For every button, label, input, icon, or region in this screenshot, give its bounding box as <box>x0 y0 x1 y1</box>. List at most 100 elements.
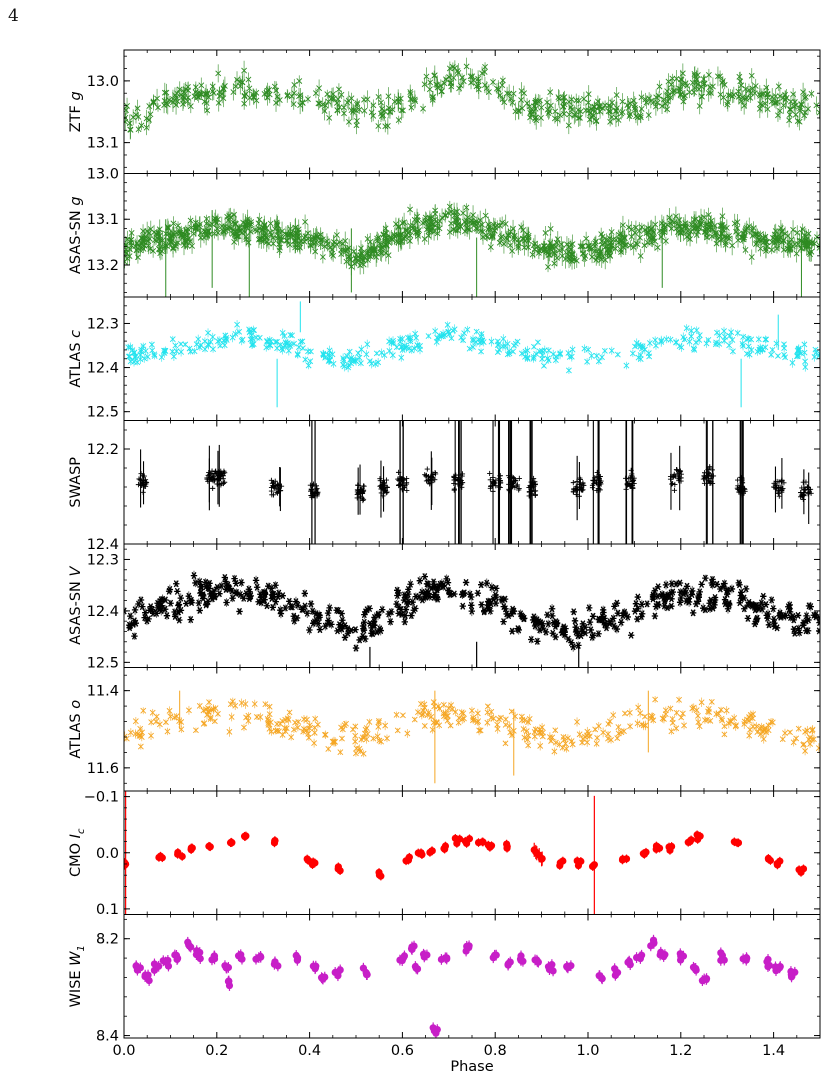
data-point <box>541 362 547 369</box>
data-point <box>155 104 161 111</box>
data-point <box>708 224 714 231</box>
data-point <box>143 124 150 131</box>
data-point <box>510 480 516 486</box>
data-point <box>408 347 415 354</box>
data-point <box>618 249 624 255</box>
data-point <box>142 233 149 240</box>
data-point <box>406 228 413 235</box>
data-point <box>518 88 525 94</box>
y-axis-label: ASAS-SN g <box>68 196 84 274</box>
data-point <box>630 477 637 483</box>
data-point <box>518 97 525 103</box>
data-point <box>411 216 418 223</box>
data-point <box>191 93 198 100</box>
data-point <box>481 69 488 75</box>
data-point <box>552 243 559 250</box>
data-point <box>730 348 736 355</box>
data-point <box>675 229 681 235</box>
data-point <box>802 109 808 116</box>
data-point <box>758 599 765 607</box>
data-point <box>487 477 493 483</box>
data-point <box>267 342 274 349</box>
data-point <box>634 114 641 121</box>
data-point <box>773 484 779 490</box>
data-point <box>178 232 185 238</box>
data-point <box>425 333 432 339</box>
data-point <box>798 489 804 496</box>
data-point <box>236 328 243 335</box>
data-point <box>392 221 399 227</box>
data-point <box>354 487 361 493</box>
data-point <box>470 219 477 226</box>
data-point <box>192 579 199 587</box>
data-point <box>762 336 769 343</box>
data-point <box>706 478 712 484</box>
data-point <box>625 224 632 231</box>
data-point <box>586 243 592 249</box>
data-point <box>348 95 355 102</box>
data-point <box>798 350 805 357</box>
data-point <box>354 100 361 107</box>
data-point <box>520 227 527 234</box>
data-point <box>453 472 459 478</box>
data-point <box>627 475 634 481</box>
data-point <box>495 86 502 93</box>
data-point <box>545 252 552 258</box>
y-axis-label: SWASP <box>68 457 84 508</box>
data-point <box>536 97 543 104</box>
data-point <box>529 491 535 497</box>
data-point <box>787 246 794 253</box>
data-point <box>802 364 809 371</box>
data-point <box>786 111 793 118</box>
data-point <box>588 106 595 112</box>
data-point <box>775 353 781 359</box>
data-point <box>254 227 261 234</box>
data-point <box>320 352 327 359</box>
data-point <box>670 480 676 487</box>
data-point <box>522 348 529 355</box>
data-point <box>315 489 321 495</box>
data-point <box>552 108 559 115</box>
data-point <box>289 231 296 238</box>
data-point <box>633 340 640 346</box>
data-point <box>329 351 336 358</box>
y-tick-label: 13.1 <box>87 136 119 152</box>
data-point <box>701 214 708 221</box>
data-point <box>591 481 597 487</box>
data-point <box>463 217 470 224</box>
data-point <box>678 478 684 484</box>
data-point <box>232 330 239 337</box>
data-point <box>696 337 703 343</box>
data-point <box>215 338 221 345</box>
data-point <box>481 82 488 88</box>
data-point <box>463 63 470 70</box>
data-point <box>138 122 145 129</box>
data-point <box>400 107 406 114</box>
data-point <box>156 226 163 233</box>
data-point <box>762 100 769 107</box>
data-point <box>333 100 340 106</box>
data-point <box>210 478 216 484</box>
data-point <box>239 229 245 236</box>
data-point <box>528 635 535 644</box>
data-point <box>136 476 142 482</box>
data-point <box>777 107 783 114</box>
data-point <box>738 234 745 241</box>
data-point <box>429 96 436 103</box>
data-point <box>427 474 433 480</box>
data-point <box>700 76 707 82</box>
data-point <box>683 325 690 332</box>
data-point <box>273 219 280 226</box>
data-point <box>756 105 763 112</box>
data-point <box>460 210 467 217</box>
data-point <box>389 352 396 359</box>
data-point <box>470 344 476 350</box>
data-point <box>153 230 160 237</box>
data-point <box>599 606 607 614</box>
data-point <box>166 97 173 103</box>
data-point <box>499 77 506 84</box>
data-point <box>475 86 482 93</box>
data-point <box>489 232 496 239</box>
data-point <box>460 78 467 85</box>
